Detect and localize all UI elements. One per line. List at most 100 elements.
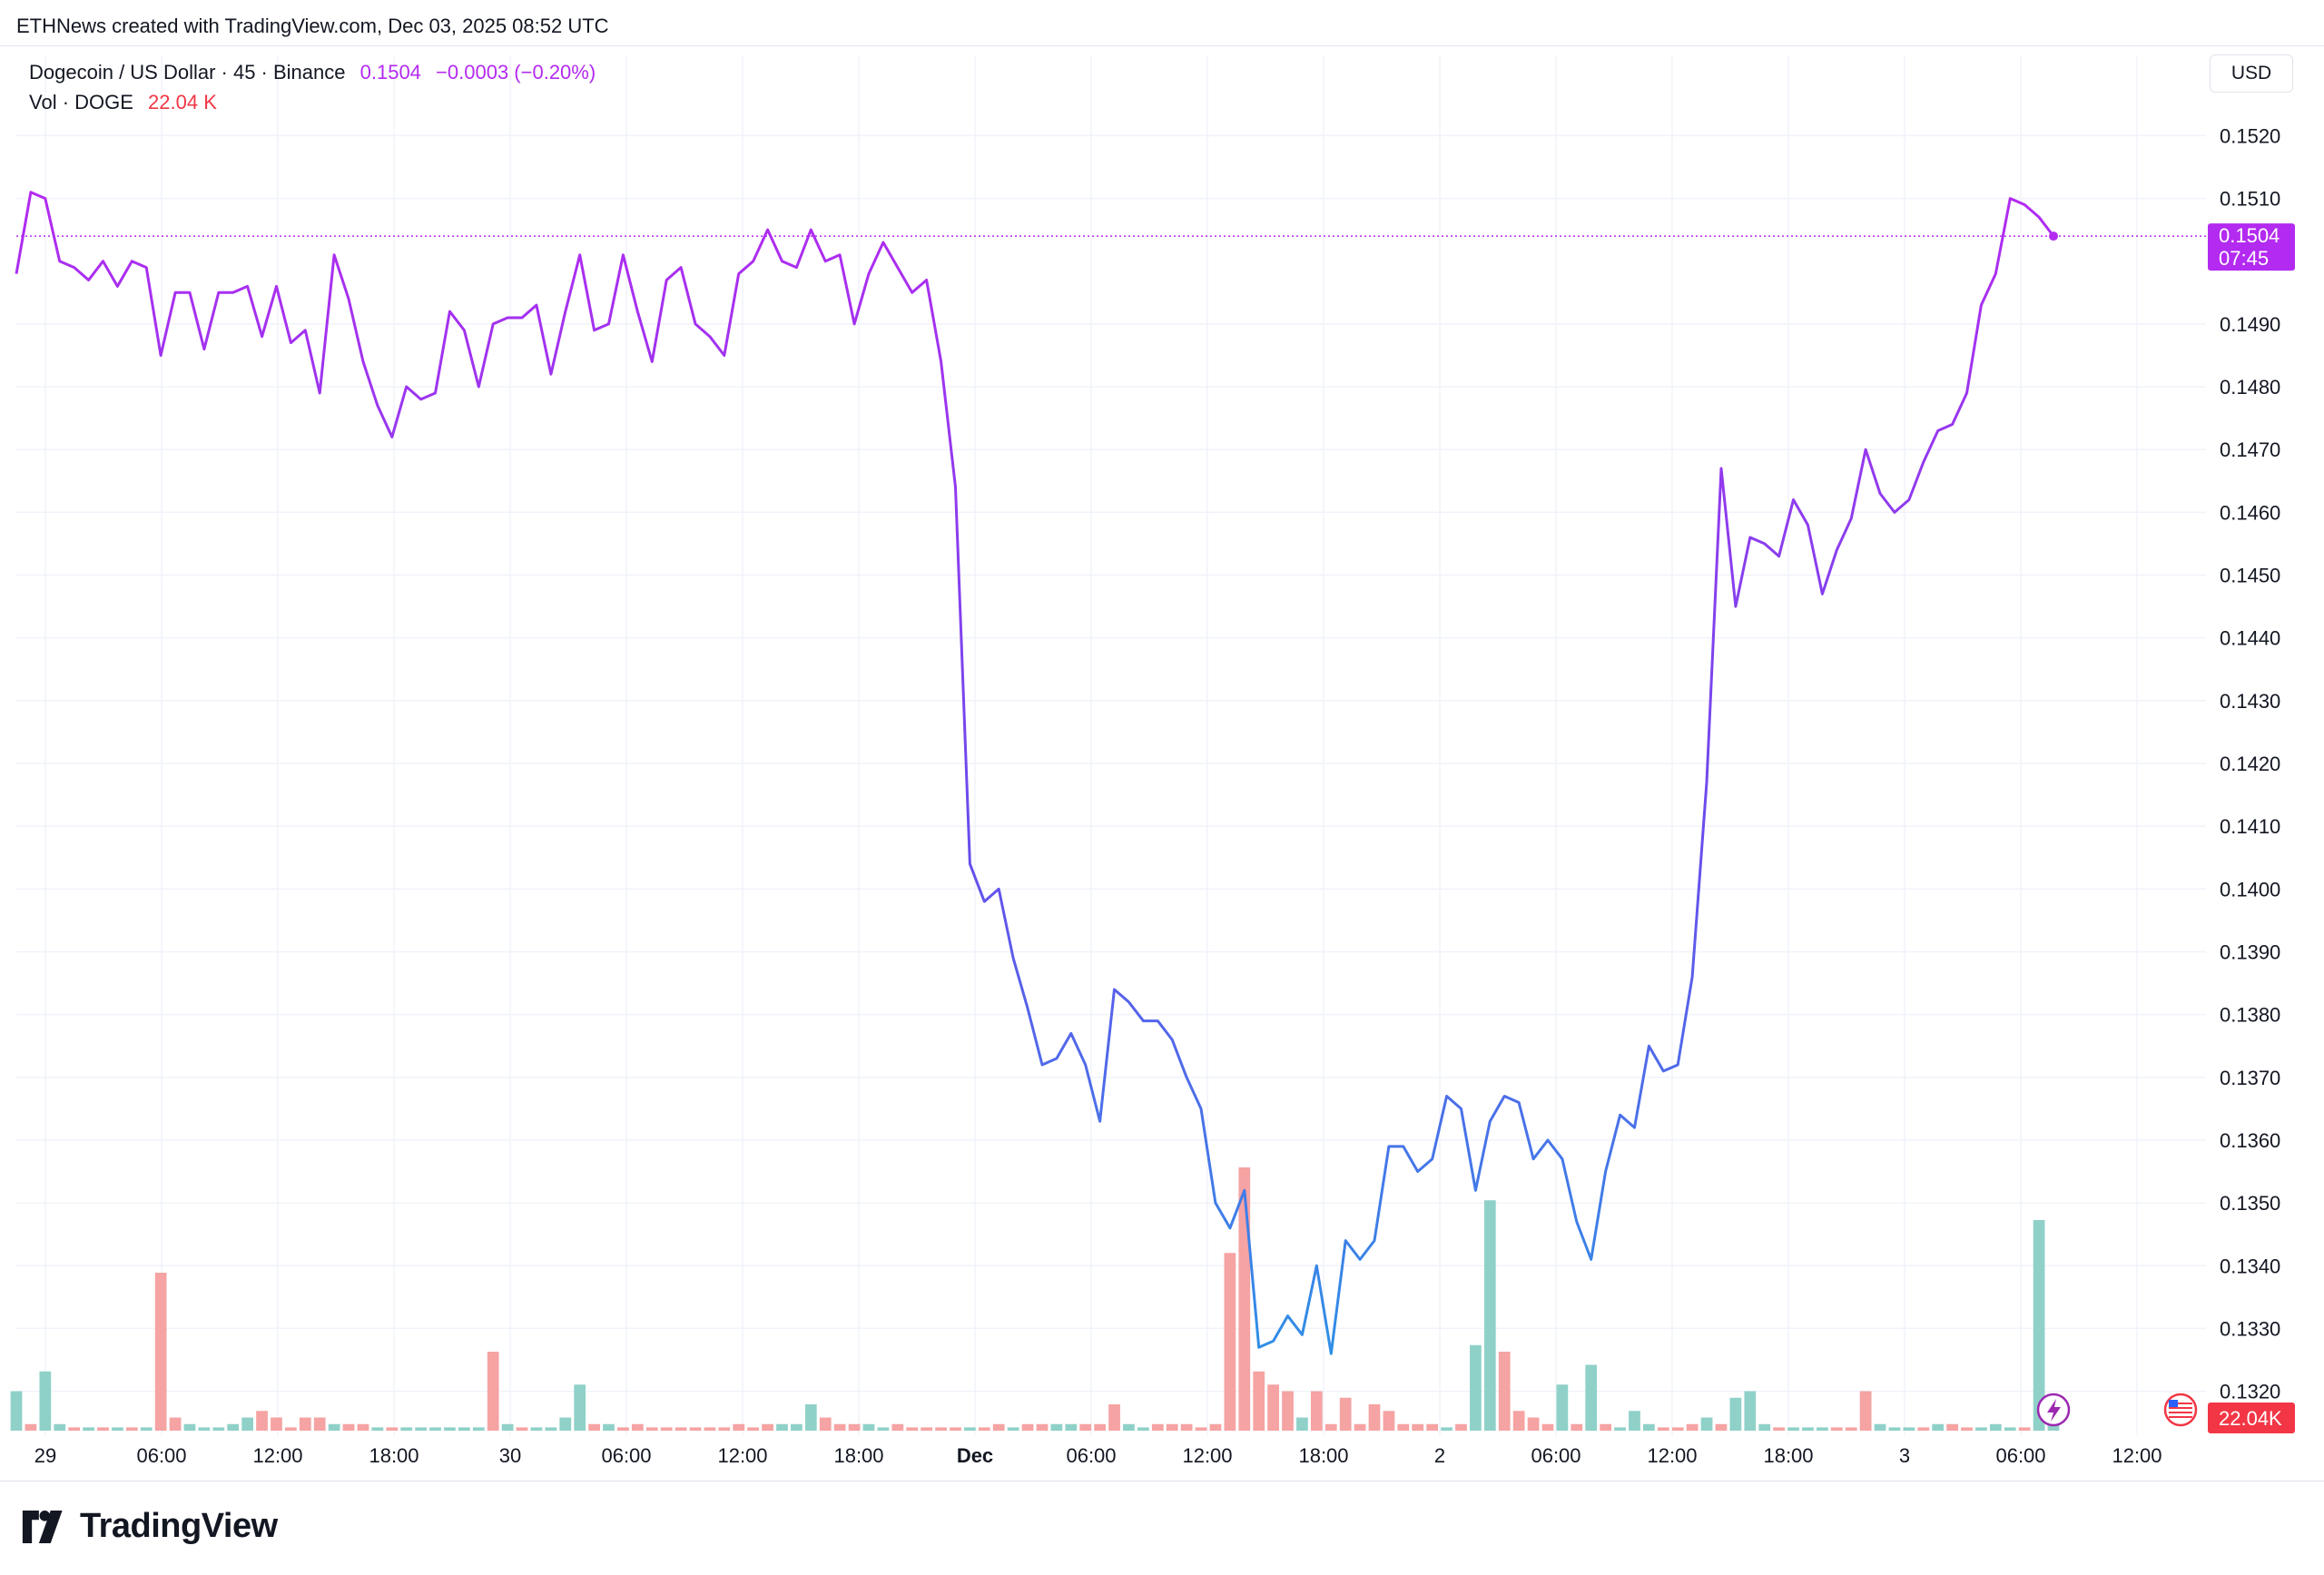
volume-bar bbox=[603, 1423, 615, 1431]
lightning-bolt bbox=[2047, 1399, 2061, 1422]
tradingview-logo[interactable]: TradingView bbox=[16, 1507, 278, 1546]
volume-bar bbox=[1094, 1423, 1106, 1431]
volume-value: 22.04 K bbox=[148, 91, 217, 113]
currency-button[interactable]: USD bbox=[2210, 54, 2293, 93]
volume-bar bbox=[1123, 1423, 1135, 1431]
volume-bar bbox=[487, 1352, 499, 1431]
volume-bar bbox=[10, 1391, 23, 1431]
volume-bar bbox=[1802, 1427, 1814, 1431]
volume-bar bbox=[1946, 1423, 1958, 1431]
volume-bar bbox=[1629, 1411, 1640, 1431]
volume-bar bbox=[631, 1423, 644, 1431]
volume-bar bbox=[1368, 1404, 1381, 1431]
y-tick-label: 0.1510 bbox=[2220, 188, 2280, 211]
volume-bar bbox=[415, 1427, 427, 1431]
volume-bar bbox=[1296, 1417, 1308, 1431]
y-tick-label: 0.1380 bbox=[2220, 1004, 2280, 1027]
grid-lines bbox=[16, 55, 2206, 1435]
volume-bar bbox=[39, 1371, 52, 1431]
volume-bar bbox=[1758, 1423, 1771, 1431]
y-tick-label: 0.1400 bbox=[2220, 878, 2280, 901]
volume-bar bbox=[1137, 1427, 1149, 1431]
volume-bar bbox=[819, 1417, 832, 1431]
volume-bar bbox=[97, 1427, 109, 1431]
last-price-marker bbox=[2049, 231, 2058, 241]
y-tick-label: 0.1370 bbox=[2220, 1067, 2280, 1089]
tradingview-logo-text: TradingView bbox=[80, 1507, 278, 1545]
y-tick-label: 0.1490 bbox=[2220, 313, 2280, 336]
volume-bar bbox=[1614, 1427, 1626, 1431]
volume-bar bbox=[1224, 1253, 1236, 1431]
volume-bar bbox=[804, 1404, 817, 1431]
volume-bar bbox=[1671, 1427, 1684, 1431]
volume-bar bbox=[241, 1417, 254, 1431]
volume-bar bbox=[1715, 1423, 1728, 1431]
volume-bar bbox=[964, 1427, 976, 1431]
volume-bar bbox=[950, 1427, 961, 1431]
price-line bbox=[15, 191, 2206, 1355]
price-axis[interactable]: 0.1520 0.1510 0.1490 0.1480 0.1470 0.1460 0.14… bbox=[2220, 124, 2280, 1403]
volume-bar bbox=[25, 1423, 37, 1431]
price-chart[interactable]: 0.1520 0.1510 0.1490 0.1480 0.1470 0.1460 0.14… bbox=[0, 46, 2324, 1481]
volume-bar bbox=[1932, 1423, 1945, 1431]
volume-bar bbox=[747, 1427, 760, 1431]
volume-bar bbox=[1354, 1423, 1366, 1431]
volume-bar bbox=[978, 1427, 990, 1431]
volume-bar bbox=[444, 1427, 456, 1431]
volume-title[interactable]: Vol · DOGE bbox=[29, 91, 133, 113]
volume-bar bbox=[472, 1427, 485, 1431]
price-tag bbox=[2208, 223, 2295, 271]
volume-bar bbox=[371, 1427, 384, 1431]
volume-bar bbox=[645, 1427, 658, 1431]
time-axis[interactable]: 29 06:00 12:00 18:00 30 06:00 12:00 18:00 Dec 06:… bbox=[34, 1444, 2162, 1467]
price-tag-value: 0.1504 bbox=[2219, 224, 2280, 247]
x-tick-label: 29 bbox=[34, 1444, 56, 1467]
volume-bar bbox=[1455, 1423, 1467, 1431]
x-tick-label: 3 bbox=[1899, 1444, 1910, 1467]
price-tag-countdown: 07:45 bbox=[2219, 247, 2269, 270]
volume-bar bbox=[1483, 1200, 1496, 1431]
volume-bar bbox=[1470, 1344, 1482, 1431]
y-tick-label: 0.1350 bbox=[2220, 1192, 2280, 1215]
volume-bar bbox=[1556, 1384, 1569, 1431]
volume-bar bbox=[1773, 1427, 1785, 1431]
volume-bar bbox=[935, 1427, 947, 1431]
y-tick-label: 0.1520 bbox=[2220, 124, 2280, 147]
price-series-line bbox=[15, 191, 2055, 1355]
volume-bar bbox=[1310, 1391, 1323, 1431]
us-flag-icon bbox=[2163, 1393, 2198, 1427]
volume-bar bbox=[386, 1427, 399, 1431]
volume-bar bbox=[1888, 1427, 1901, 1431]
chart-area[interactable]: 0.1520 0.1510 0.1490 0.1480 0.1470 0.1460 0.14… bbox=[0, 45, 2324, 1481]
symbol-title[interactable]: Dogecoin / US Dollar · 45 · Binance bbox=[29, 61, 346, 84]
volume-bar bbox=[198, 1427, 211, 1431]
volume-bar bbox=[877, 1427, 890, 1431]
volume-bar bbox=[1845, 1427, 1857, 1431]
volume-bar bbox=[1975, 1427, 1987, 1431]
volume-bar bbox=[285, 1427, 297, 1431]
volume-bar bbox=[1253, 1371, 1265, 1431]
volume-bar bbox=[1657, 1427, 1669, 1431]
volume-bar bbox=[140, 1427, 153, 1431]
volume-bar bbox=[83, 1427, 94, 1431]
volume-bar bbox=[299, 1417, 311, 1431]
y-tick-label: 0.1320 bbox=[2220, 1381, 2280, 1403]
x-tick-label: 06:00 bbox=[1531, 1444, 1581, 1467]
volume-bar bbox=[54, 1423, 66, 1431]
volume-bar bbox=[1383, 1411, 1395, 1431]
volume-bar bbox=[1007, 1427, 1019, 1431]
last-price: 0.1504 bbox=[359, 61, 421, 84]
volume-bar bbox=[1498, 1352, 1511, 1431]
volume-bar bbox=[1151, 1423, 1164, 1431]
y-tick-label: 0.1480 bbox=[2220, 376, 2280, 399]
x-tick-label: 12:00 bbox=[717, 1444, 767, 1467]
volume-bar bbox=[1021, 1423, 1034, 1431]
y-tick-label: 0.1460 bbox=[2220, 501, 2280, 524]
volume-bar bbox=[1541, 1423, 1554, 1431]
volume-legend[interactable]: Vol · DOGE 22.04 K bbox=[29, 91, 226, 114]
volume-bar bbox=[1065, 1423, 1078, 1431]
symbol-legend[interactable]: Dogecoin / US Dollar · 45 · Binance 0.15… bbox=[29, 61, 605, 84]
volume-bar bbox=[1195, 1427, 1207, 1431]
volume-bar bbox=[1874, 1423, 1886, 1431]
